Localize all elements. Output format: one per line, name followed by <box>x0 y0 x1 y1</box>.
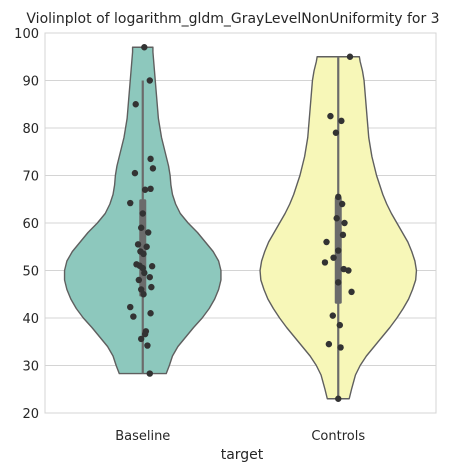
data-point <box>348 288 355 296</box>
data-point <box>144 342 151 349</box>
data-point <box>327 112 334 120</box>
data-point <box>140 250 147 258</box>
data-point <box>146 370 153 377</box>
data-point <box>127 199 134 207</box>
y-tick-label: 40 <box>22 312 39 327</box>
data-point <box>137 286 145 293</box>
data-point <box>335 279 342 286</box>
data-point <box>336 321 344 329</box>
data-point <box>333 215 340 222</box>
data-point <box>140 291 147 298</box>
x-tick-label: Baseline <box>115 429 170 444</box>
y-tick-label: 30 <box>22 360 39 375</box>
data-point <box>146 273 153 281</box>
data-point <box>332 129 340 136</box>
plot-area <box>44 32 437 414</box>
data-point <box>335 395 342 402</box>
data-point <box>335 247 342 254</box>
data-point <box>147 155 154 163</box>
data-point <box>146 77 153 84</box>
data-point <box>141 269 148 277</box>
data-point <box>323 238 330 246</box>
y-tick-label: 80 <box>22 122 39 137</box>
data-point <box>339 231 347 239</box>
data-point <box>134 241 142 248</box>
data-point <box>127 303 134 311</box>
data-point <box>130 313 137 320</box>
data-point <box>137 224 145 231</box>
data-point <box>141 330 149 338</box>
x-axis-label: target <box>221 447 264 463</box>
chart-title: Violinplot of logarithm_gldm_GrayLevelNo… <box>26 11 439 27</box>
y-tick-labels: 20 30 40 50 60 70 80 90 100 <box>14 27 39 422</box>
data-point <box>145 229 152 236</box>
data-point <box>148 263 156 270</box>
data-point <box>338 200 346 208</box>
data-point <box>330 254 337 261</box>
data-point <box>148 283 155 291</box>
y-tick-label: 90 <box>22 75 39 90</box>
data-point <box>137 335 145 343</box>
y-tick-label: 60 <box>22 217 39 232</box>
data-point <box>149 165 157 172</box>
y-tick-label: 50 <box>22 265 39 280</box>
data-point <box>139 210 146 217</box>
data-point <box>338 117 345 125</box>
data-point <box>135 276 143 284</box>
data-point <box>321 259 329 266</box>
data-point <box>147 310 154 317</box>
data-point <box>329 312 336 319</box>
y-tick-label: 20 <box>22 407 39 422</box>
data-point <box>341 219 348 227</box>
data-point <box>147 185 154 192</box>
data-point <box>132 101 139 108</box>
data-points <box>127 44 355 402</box>
x-tick-label: Controls <box>311 429 365 444</box>
data-point <box>346 53 354 60</box>
y-tick-label: 100 <box>14 27 39 42</box>
data-point <box>143 243 150 250</box>
y-tick-label: 70 <box>22 170 39 185</box>
data-point <box>337 344 344 351</box>
data-point <box>131 169 139 177</box>
data-point <box>325 340 333 348</box>
data-point <box>335 193 342 201</box>
data-point <box>141 186 149 193</box>
data-point <box>345 267 352 274</box>
data-point <box>141 44 148 51</box>
x-tick-labels: Baseline Controls <box>115 429 365 444</box>
